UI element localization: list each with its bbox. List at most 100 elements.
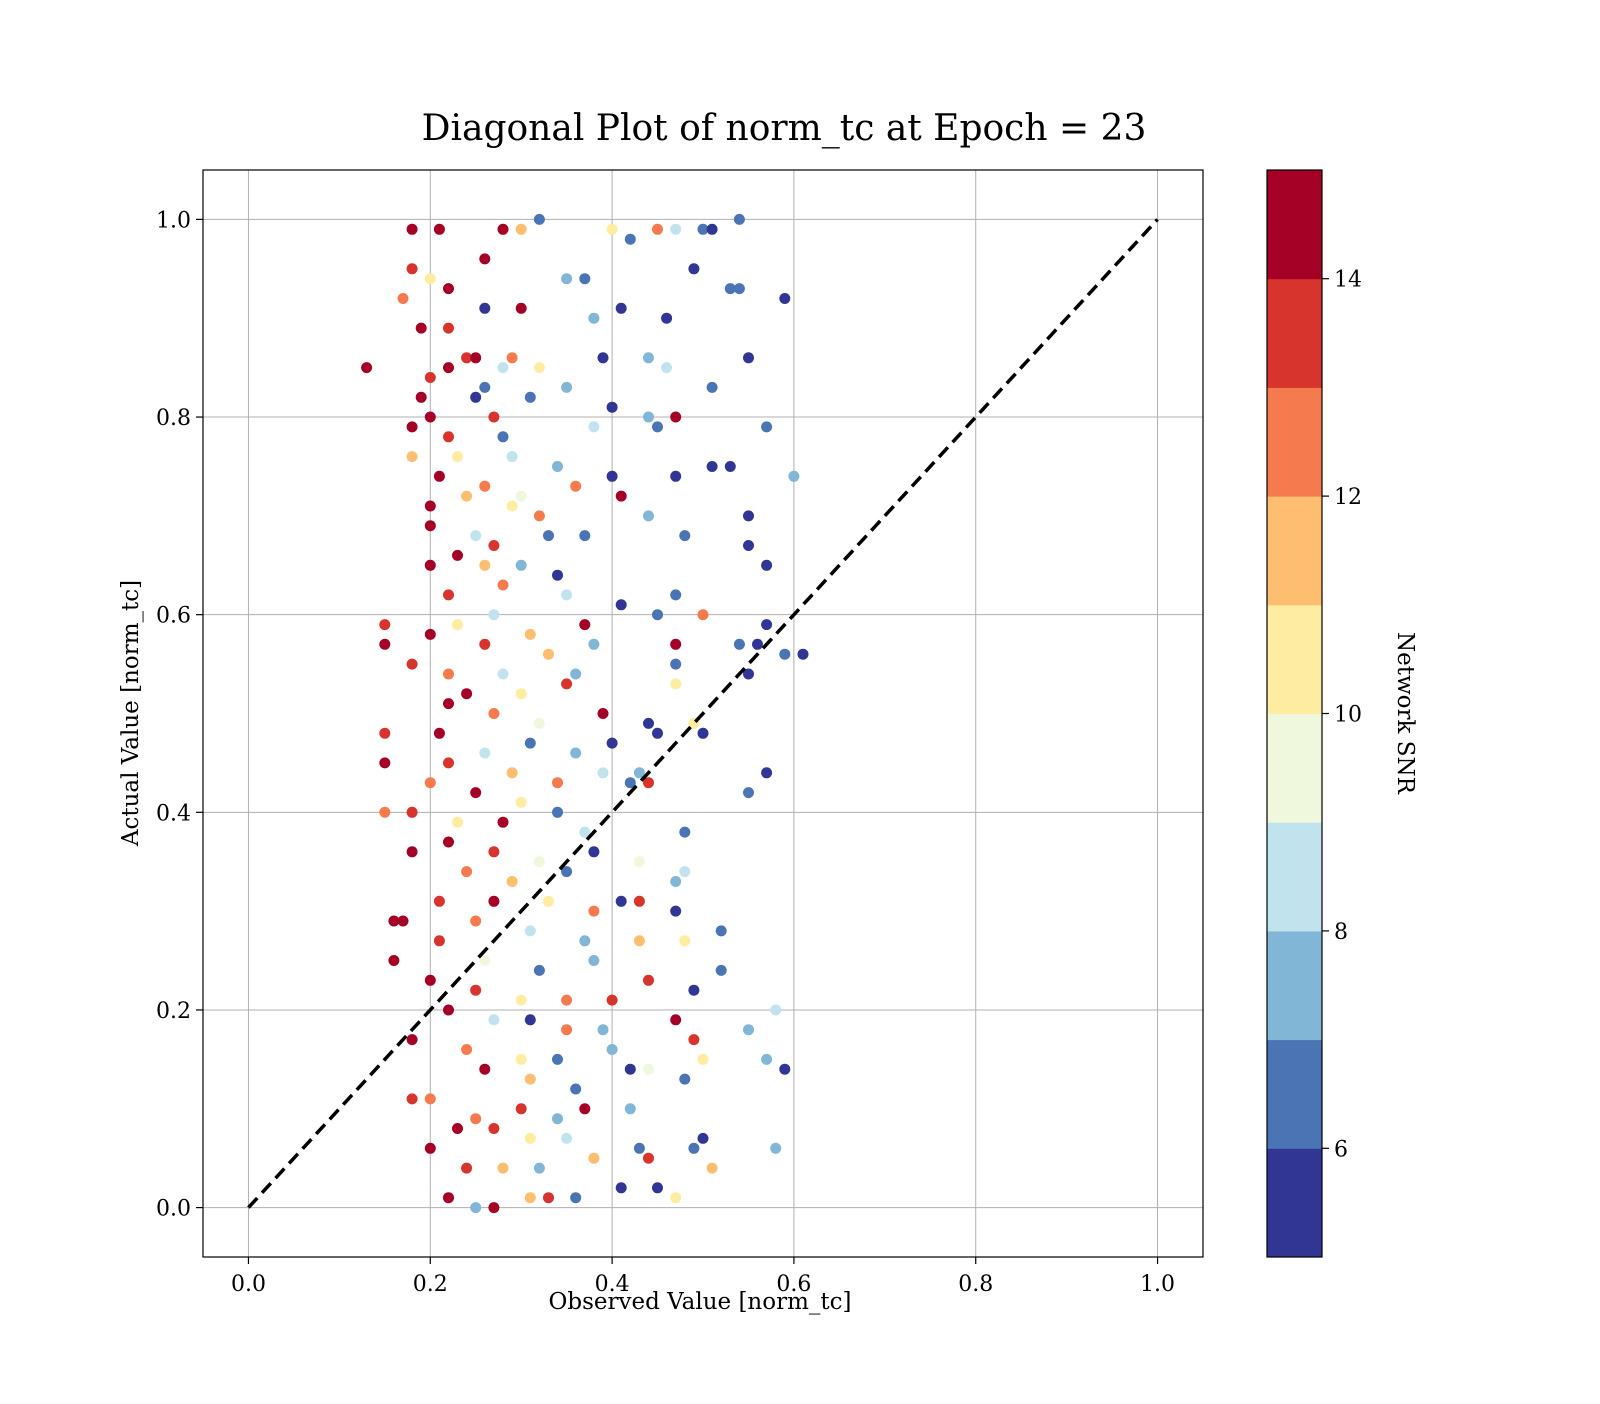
scatter-point [433, 223, 445, 235]
scatter-point [443, 757, 454, 769]
scatter-point [552, 777, 563, 789]
plot-frame [202, 169, 1204, 1258]
y-tick-label: 1.0 [156, 208, 191, 233]
scatter-point [543, 530, 554, 542]
scatter-point [443, 283, 454, 295]
scatter-point [497, 668, 509, 680]
scatter-point [552, 1053, 563, 1065]
scatter-point [470, 915, 482, 927]
scatter-point [561, 1024, 573, 1036]
scatter-point [461, 352, 473, 364]
scatter-point [533, 856, 545, 868]
scatter-point [443, 322, 454, 334]
scatter-point [606, 401, 618, 413]
colorbar-tick-label: 14 [1334, 268, 1362, 293]
scatter-point [643, 1152, 654, 1164]
scatter-point [697, 223, 709, 235]
scatter-point [743, 540, 754, 551]
colorbar-segment [1267, 930, 1322, 1041]
scatter-point [570, 747, 582, 759]
scatter-point [643, 510, 654, 522]
scatter-point [679, 935, 691, 947]
scatter-point [670, 638, 682, 650]
chart-title: Diagonal Plot of norm_tc at Epoch = 23 [422, 108, 1147, 149]
colorbar-segment [1267, 170, 1322, 280]
scatter-point [706, 381, 718, 393]
scatter-point [588, 955, 600, 966]
scatter-point [597, 352, 609, 364]
scatter-point [688, 1142, 700, 1154]
scatter-point [606, 470, 618, 482]
scatter-point [424, 411, 436, 423]
scatter-point [779, 1063, 791, 1075]
scatter-point [770, 1142, 782, 1154]
scatter-point [470, 984, 482, 996]
scatter-point [479, 1063, 491, 1075]
colorbar-segment [1267, 496, 1322, 606]
scatter-point [588, 312, 600, 324]
scatter-point [479, 638, 491, 650]
scatter-point [697, 609, 709, 621]
scatter-point [479, 302, 491, 314]
scatter-point [733, 213, 745, 225]
scatter-point [761, 767, 773, 779]
scatter-point [479, 253, 491, 265]
scatter-point [406, 451, 418, 463]
scatter-point [388, 955, 400, 966]
scatter-point [552, 569, 563, 581]
scatter-point [761, 1053, 773, 1065]
scatter-point [533, 1162, 545, 1174]
scatter-point [506, 500, 518, 512]
scatter-point [470, 1202, 482, 1214]
scatter-point [443, 589, 454, 601]
x-tick-label: 1.0 [1140, 1272, 1175, 1297]
scatter-point [515, 490, 527, 502]
scatter-point [670, 658, 682, 670]
scatter-point [452, 451, 463, 463]
scatter-point [779, 648, 791, 660]
x-tick-label: 0.4 [595, 1272, 630, 1297]
scatter-point [615, 302, 627, 314]
scatter-point [488, 846, 500, 858]
scatter-point [515, 223, 527, 235]
scatter-point [497, 362, 509, 374]
scatter-point [761, 421, 773, 433]
y-tick-label: 0.6 [156, 604, 191, 629]
scatter-point [406, 846, 418, 858]
scatter-point [433, 727, 445, 739]
scatter-point [497, 816, 509, 828]
scatter-point [424, 559, 436, 571]
scatter-point [479, 955, 491, 966]
scatter-point [552, 461, 563, 472]
scatter-point [470, 1113, 482, 1125]
scatter-point [606, 223, 618, 235]
scatter-point [743, 1024, 754, 1036]
x-tick-label: 0.6 [776, 1272, 811, 1297]
colorbar-segment [1267, 713, 1322, 823]
scatter-point [743, 668, 754, 680]
scatter-point [679, 866, 691, 878]
scatter-point [424, 974, 436, 986]
scatter-point [524, 1132, 536, 1144]
scatter-point [506, 352, 518, 364]
scatter-point [524, 391, 536, 403]
y-tick-label: 0.4 [156, 801, 191, 826]
scatter-point [488, 708, 500, 719]
scatter-point [397, 293, 409, 304]
scatter-point [524, 737, 536, 749]
scatter-point [406, 1034, 418, 1046]
scatter-point [606, 1044, 618, 1055]
colorbar: 6 8 10 12 14 [1266, 169, 1362, 1258]
scatter-point [606, 994, 618, 1006]
scatter-point [397, 915, 409, 927]
scatter-point [570, 1192, 582, 1204]
scatter-point [670, 411, 682, 423]
scatter-point [452, 1123, 463, 1134]
scatter-point [461, 866, 473, 878]
scatter-point [561, 381, 573, 393]
scatter-point [561, 589, 573, 601]
scatter-point [552, 1113, 563, 1125]
scatter-point [633, 1142, 645, 1154]
scatter-point [488, 1123, 500, 1134]
